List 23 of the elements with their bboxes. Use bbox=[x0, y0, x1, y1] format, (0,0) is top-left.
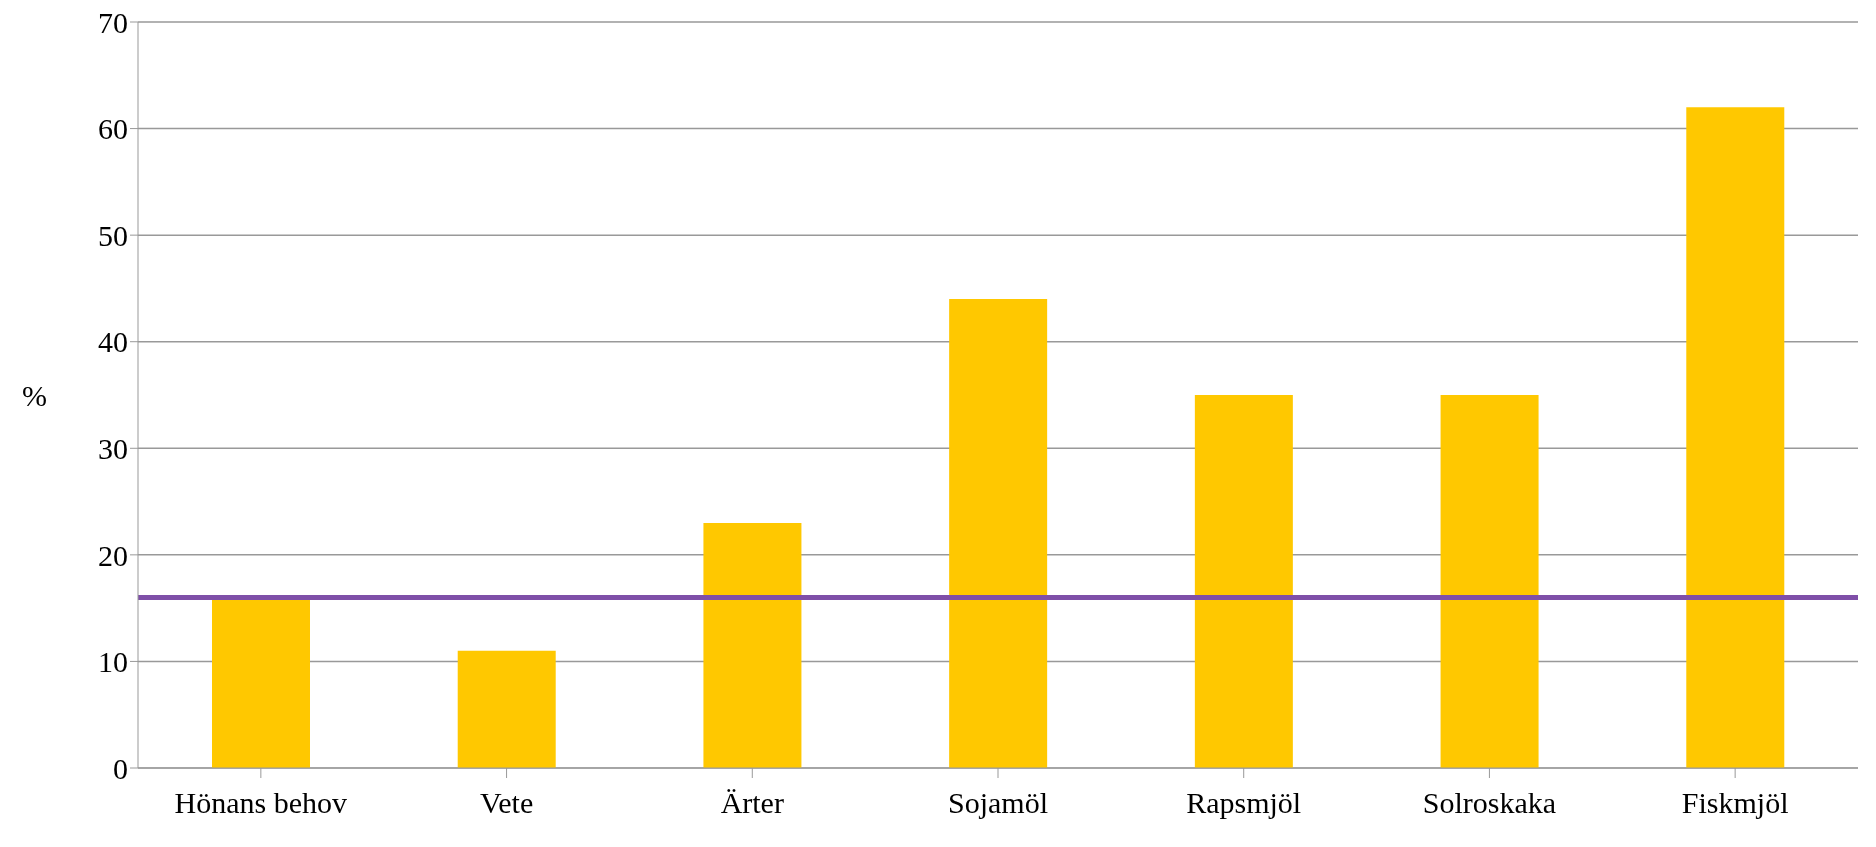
y-tick-label: 60 bbox=[98, 112, 128, 146]
y-tick-label: 70 bbox=[98, 5, 128, 39]
y-tick-label: 30 bbox=[98, 431, 128, 465]
y-tick-label: 50 bbox=[98, 218, 128, 252]
y-tick-label: 10 bbox=[98, 645, 128, 679]
bar bbox=[1194, 395, 1293, 768]
bar bbox=[1686, 107, 1785, 768]
bar bbox=[703, 522, 802, 768]
x-tick-label: Hönans behov bbox=[174, 786, 348, 820]
y-tick-label: 40 bbox=[98, 325, 128, 359]
y-tick-label: 0 bbox=[113, 751, 128, 785]
x-tick-label: Sojamöl bbox=[947, 786, 1049, 820]
x-tick-label: Vete bbox=[479, 786, 534, 820]
bar bbox=[1440, 395, 1539, 768]
x-tick-label: Ärter bbox=[720, 786, 784, 820]
x-tick-label: Rapsmjöl bbox=[1186, 786, 1302, 820]
y-tick-label: 20 bbox=[98, 538, 128, 572]
x-tick-label: Solroskaka bbox=[1422, 786, 1557, 820]
bar bbox=[457, 650, 556, 768]
x-tick-label: Fiskmjöl bbox=[1681, 786, 1789, 820]
bar bbox=[949, 299, 1048, 768]
y-axis-title: % bbox=[22, 378, 47, 412]
bar bbox=[212, 597, 310, 768]
